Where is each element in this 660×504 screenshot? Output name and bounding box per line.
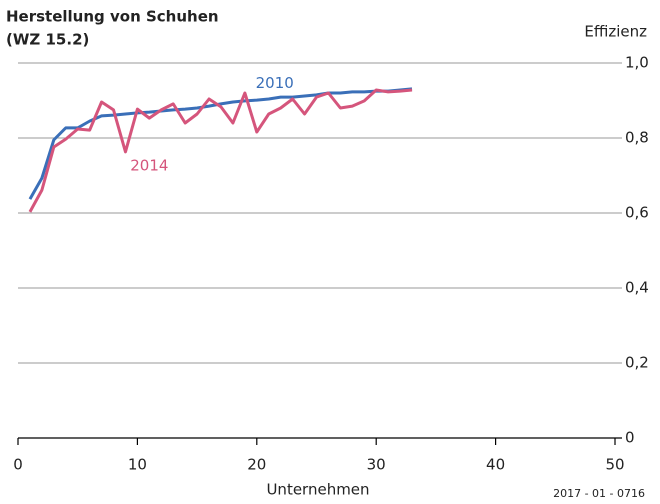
- y-tick-label: 0,4: [625, 279, 649, 297]
- y-axis-label: Effizienz: [584, 23, 647, 41]
- chart-title: Herstellung von Schuhen: [6, 8, 219, 26]
- y-tick-label: 1,0: [625, 54, 649, 72]
- x-tick-label: 20: [247, 456, 266, 474]
- y-tick-label: 0,2: [625, 354, 649, 372]
- x-tick-label: 30: [367, 456, 386, 474]
- x-tick-label: 0: [13, 456, 23, 474]
- source: 2017 - 01 - 0716: [553, 487, 645, 500]
- x-axis-label: Unternehmen: [266, 481, 369, 499]
- x-tick-label: 40: [486, 456, 505, 474]
- line-series: [28, 88, 413, 213]
- y-tick-label: 0: [625, 429, 635, 447]
- y-tick-label: 0,6: [625, 204, 649, 222]
- chart-subtitle: (WZ 15.2): [6, 31, 89, 49]
- x-tick-label: 50: [605, 456, 624, 474]
- series-label: 2014: [130, 157, 168, 175]
- series-label: 2010: [256, 74, 294, 92]
- x-tick-label: 10: [128, 456, 147, 474]
- y-tick-label: 0,8: [625, 129, 649, 147]
